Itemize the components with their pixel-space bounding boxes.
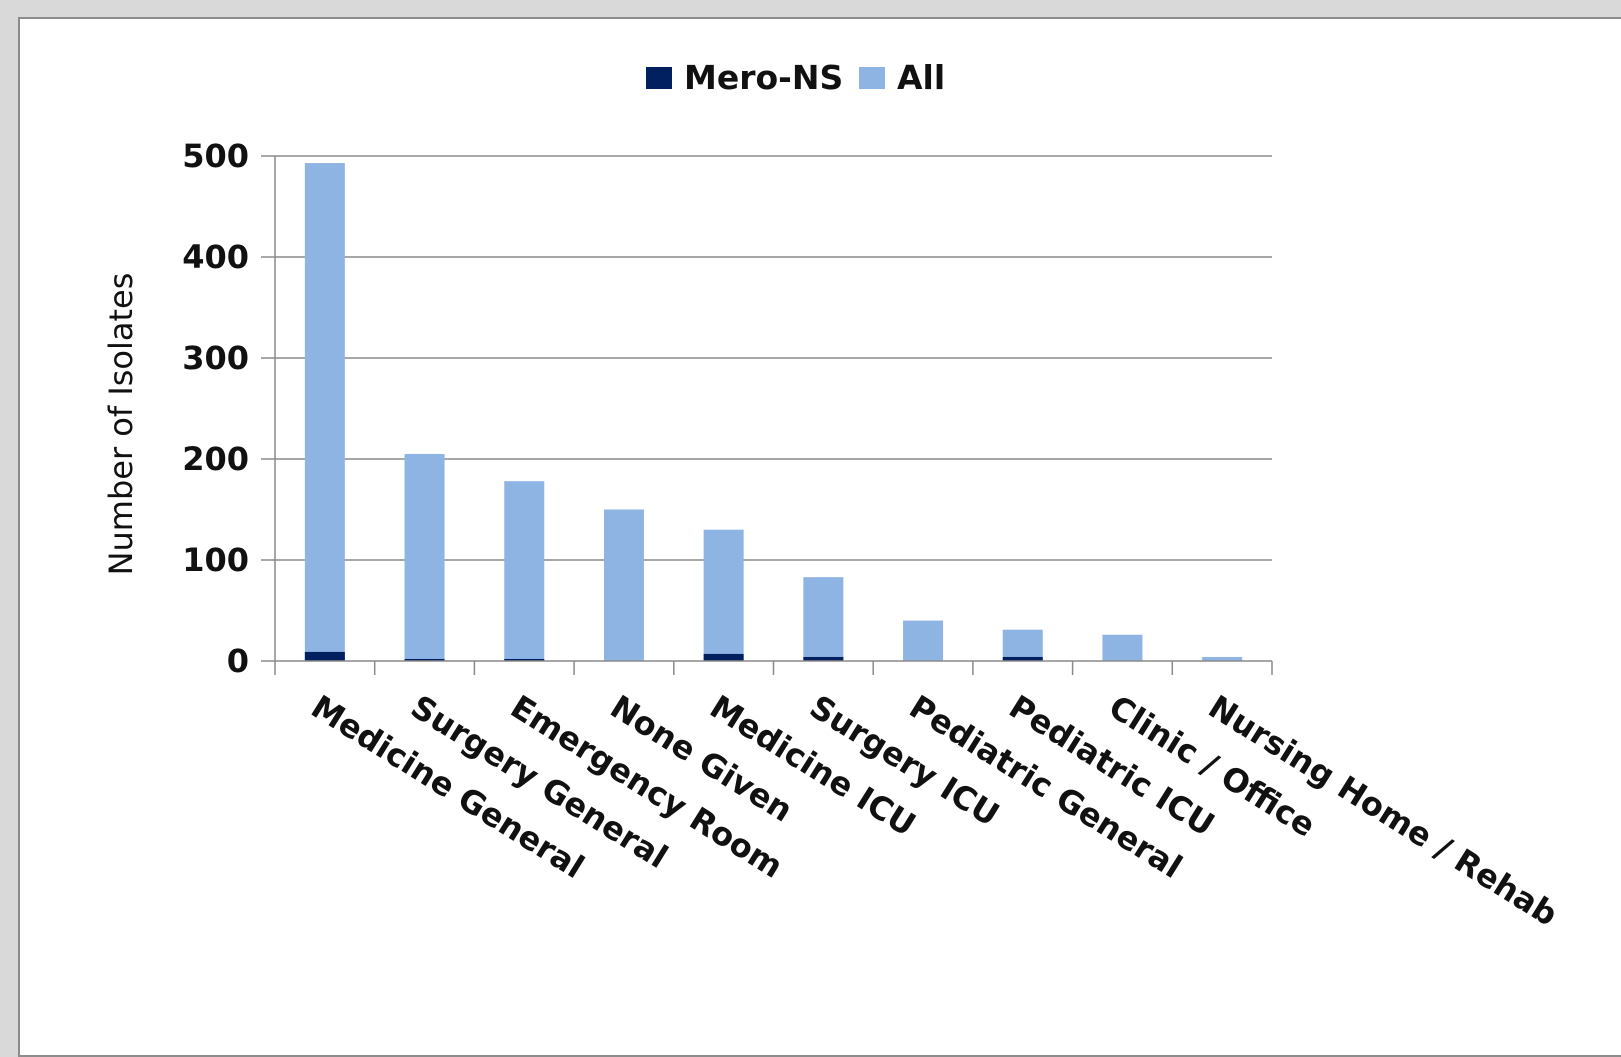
bar-all: [504, 481, 545, 661]
y-tick-label: 200: [182, 440, 249, 478]
axes: [261, 155, 1273, 675]
bar-mero-ns: [703, 653, 744, 661]
bar-all: [1002, 629, 1043, 661]
y-tick-label: 100: [182, 541, 249, 579]
legend-label: All: [897, 58, 945, 97]
bar-all: [803, 577, 844, 661]
bar-mero-ns: [304, 651, 345, 661]
bars: [304, 163, 1243, 661]
bar-mero-ns: [803, 656, 844, 661]
y-tick-label: 300: [182, 339, 249, 377]
chart-frame: 0 100 200 300 400 500 Medicine General Surgery …: [18, 17, 1621, 1057]
y-tick-label: 400: [182, 238, 249, 276]
y-tick-label: 500: [182, 137, 249, 175]
legend: Mero-NS All: [646, 58, 945, 97]
bar-mero-ns: [504, 658, 545, 661]
legend-swatch: [646, 67, 672, 89]
bar-all: [404, 453, 445, 661]
bar-all: [304, 163, 345, 661]
bar-all: [703, 529, 744, 661]
bar-all: [603, 509, 644, 661]
legend-label: Mero-NS: [684, 58, 843, 97]
y-axis-title: Number of Isolates: [102, 273, 140, 576]
bar-all: [1102, 634, 1143, 661]
bar-all: [903, 620, 944, 661]
y-tick-label: 0: [227, 642, 249, 680]
bar-mero-ns: [1002, 656, 1043, 661]
bar-all: [1202, 656, 1243, 661]
bar-mero-ns: [404, 658, 445, 661]
legend-swatch: [859, 67, 885, 89]
